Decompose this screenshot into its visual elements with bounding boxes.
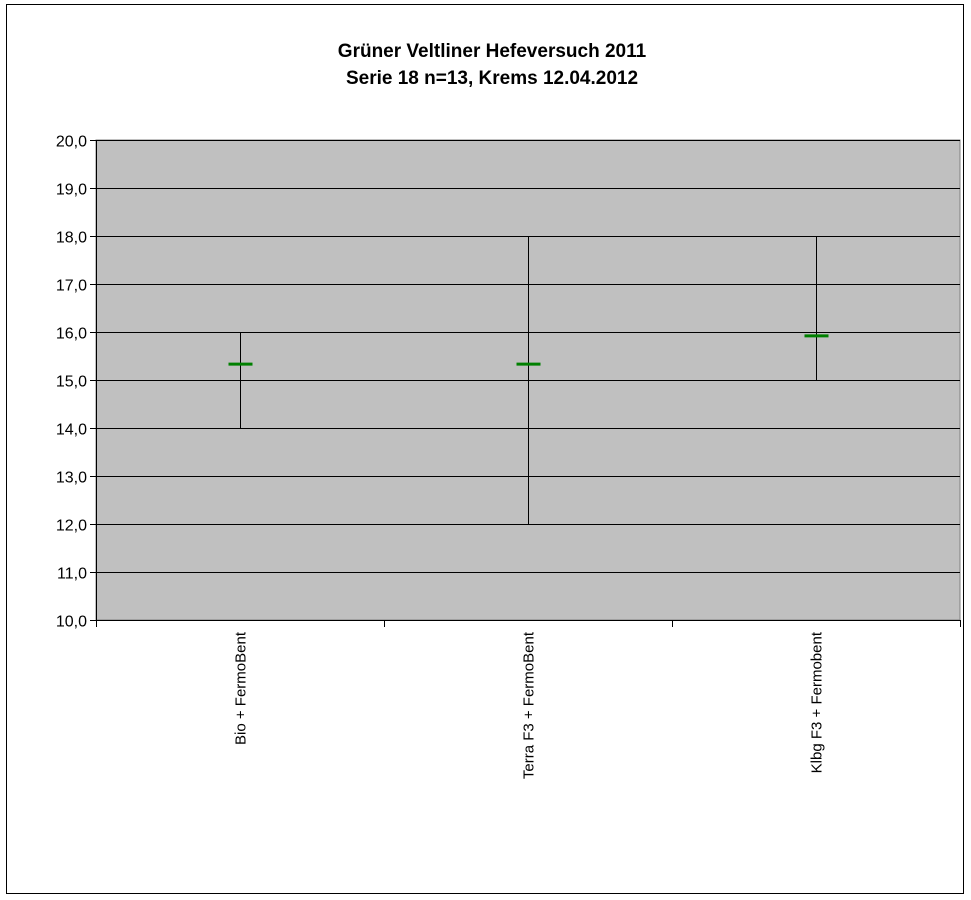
chart-subtitle: Serie 18 n=13, Krems 12.04.2012: [346, 68, 638, 89]
y-tick-label: 19,0: [56, 182, 87, 199]
chart-title: Grüner Veltliner Hefeversuch 2011: [338, 41, 647, 62]
y-tick-label: 17,0: [56, 278, 87, 295]
plot-layer: 10,0 11,0 12,0 13,0 14,0 15,0 16,0 17,0 18,0 19,0…: [56, 134, 961, 779]
y-tick-label: 14,0: [56, 422, 87, 439]
category-label: Bio + FermoBent: [233, 631, 250, 745]
y-tick-label: 16,0: [56, 326, 87, 343]
y-tick-label: 20,0: [56, 134, 87, 151]
y-tick-label: 18,0: [56, 230, 87, 247]
category-label: Klbg F3 + Fermobent: [809, 631, 826, 773]
chart-area: Grüner Veltliner Hefeversuch 2011 Serie …: [6, 4, 964, 894]
y-tick-label: 10,0: [56, 614, 87, 631]
y-tick-label: 11,0: [57, 566, 87, 583]
y-tick-label: 12,0: [56, 518, 87, 535]
y-tick-label: 13,0: [56, 470, 87, 487]
y-tick-label: 15,0: [56, 374, 87, 391]
category-label: Terra F3 + FermoBent: [521, 631, 538, 779]
chart-svg: Grüner Veltliner Hefeversuch 2011 Serie …: [56, 41, 961, 779]
